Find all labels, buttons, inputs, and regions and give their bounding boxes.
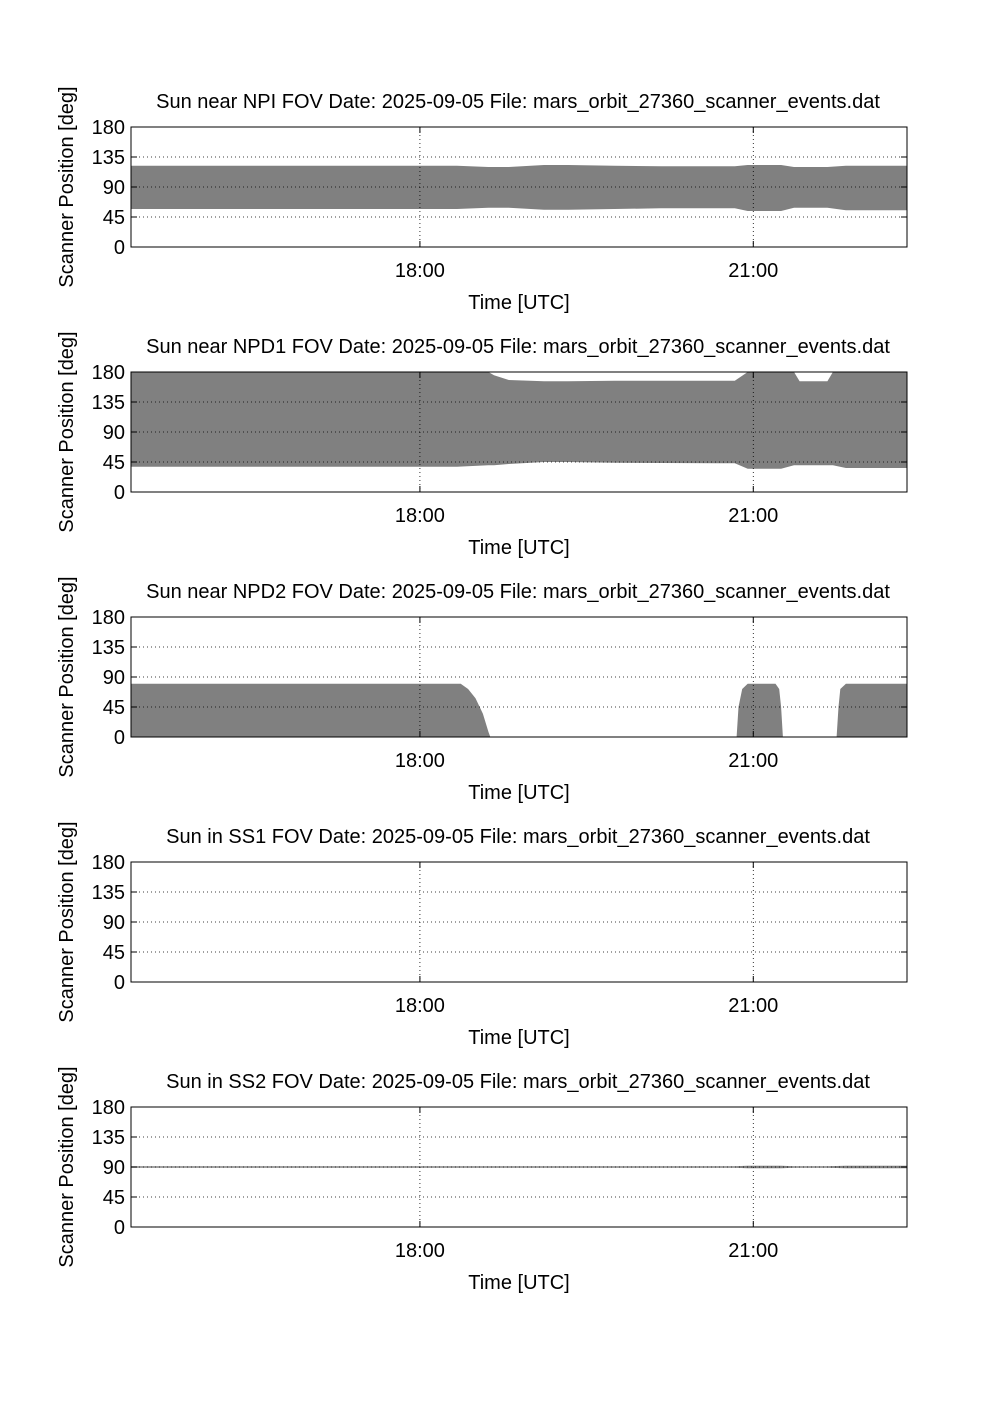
x-axis-label: Time [UTC] (468, 537, 569, 559)
y-tick-label: 0 (114, 972, 125, 994)
subplot-4: Sun in SS1 FOV Date: 2025-09-05 File: ma… (56, 821, 908, 1049)
sun-coverage-area (131, 372, 907, 469)
sun-coverage-area (131, 165, 907, 211)
x-tick-label: 18:00 (395, 260, 445, 282)
subplot-5: Sun in SS2 FOV Date: 2025-09-05 File: ma… (56, 1066, 908, 1294)
x-tick-label: 18:00 (395, 995, 445, 1017)
y-tick-label: 0 (114, 1217, 125, 1239)
y-tick-label: 90 (103, 912, 125, 934)
y-axis-label: Scanner Position [deg] (56, 331, 78, 532)
x-tick-label: 21:00 (728, 260, 778, 282)
y-tick-label: 90 (103, 422, 125, 444)
y-tick-label: 180 (92, 852, 125, 874)
x-tick-label: 18:00 (395, 750, 445, 772)
y-axis-label: Scanner Position [deg] (56, 86, 78, 287)
subplot-2: Sun near NPD1 FOV Date: 2025-09-05 File:… (56, 331, 908, 559)
y-tick-label: 0 (114, 727, 125, 749)
x-tick-label: 21:00 (728, 505, 778, 527)
y-tick-label: 45 (103, 1187, 125, 1209)
x-axis-label: Time [UTC] (468, 292, 569, 314)
y-tick-label: 45 (103, 452, 125, 474)
y-tick-label: 180 (92, 1097, 125, 1119)
y-axis-label: Scanner Position [deg] (56, 821, 78, 1022)
subplot-title: Sun near NPD1 FOV Date: 2025-09-05 File:… (146, 336, 890, 358)
x-tick-label: 21:00 (728, 1240, 778, 1262)
y-tick-label: 45 (103, 942, 125, 964)
y-tick-label: 180 (92, 117, 125, 139)
subplot-title: Sun near NPD2 FOV Date: 2025-09-05 File:… (146, 581, 890, 603)
y-tick-label: 180 (92, 607, 125, 629)
y-tick-label: 180 (92, 362, 125, 384)
subplot-3: Sun near NPD2 FOV Date: 2025-09-05 File:… (56, 576, 908, 804)
subplot-1: Sun near NPI FOV Date: 2025-09-05 File: … (56, 86, 908, 314)
x-axis-label: Time [UTC] (468, 1272, 569, 1294)
x-tick-label: 18:00 (395, 505, 445, 527)
subplot-title: Sun in SS2 FOV Date: 2025-09-05 File: ma… (166, 1071, 870, 1093)
subplot-title: Sun in SS1 FOV Date: 2025-09-05 File: ma… (166, 826, 870, 848)
x-axis-label: Time [UTC] (468, 782, 569, 804)
y-tick-label: 45 (103, 207, 125, 229)
y-tick-label: 90 (103, 1157, 125, 1179)
x-tick-label: 21:00 (728, 750, 778, 772)
y-tick-label: 0 (114, 482, 125, 504)
y-tick-label: 90 (103, 667, 125, 689)
x-tick-label: 21:00 (728, 995, 778, 1017)
y-tick-label: 135 (92, 882, 125, 904)
x-axis-label: Time [UTC] (468, 1027, 569, 1049)
y-tick-label: 135 (92, 147, 125, 169)
x-tick-label: 18:00 (395, 1240, 445, 1262)
y-tick-label: 135 (92, 392, 125, 414)
y-tick-label: 0 (114, 237, 125, 259)
y-axis-label: Scanner Position [deg] (56, 1066, 78, 1267)
y-tick-label: 45 (103, 697, 125, 719)
y-tick-label: 135 (92, 637, 125, 659)
y-axis-label: Scanner Position [deg] (56, 576, 78, 777)
sun-coverage-area (131, 683, 907, 737)
y-tick-label: 135 (92, 1127, 125, 1149)
y-tick-label: 90 (103, 177, 125, 199)
subplot-title: Sun near NPI FOV Date: 2025-09-05 File: … (156, 91, 880, 113)
